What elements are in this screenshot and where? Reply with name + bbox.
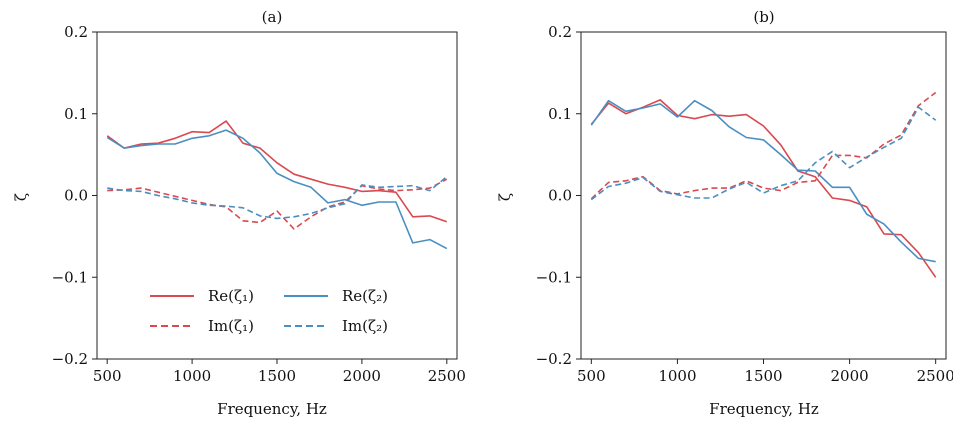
legend-label-im2: Im(ζ₂) — [342, 317, 388, 335]
panel-b-ytick-label: −0.1 — [536, 268, 572, 286]
panel-b-xtick-label: 500 — [577, 367, 606, 385]
panel-b-xlabel: Frequency, Hz — [709, 400, 819, 418]
panel-b-xtick-label: 1500 — [744, 367, 782, 385]
panel-b-ytick-label: 0.2 — [548, 23, 572, 41]
panel-b: (b) Frequency, Hz ζ 500 1000 1500 2000 2500 −… — [496, 8, 953, 418]
panel-a-ytick-label: −0.2 — [52, 350, 88, 368]
panel-b-frame — [580, 31, 947, 360]
panel-b-xtick-label: 2500 — [917, 367, 953, 385]
panel-b-plot-area: 500 1000 1500 2000 2500 −0.2 −0.1 0.0 0.1 0.2 — [536, 23, 953, 385]
legend: Re(ζ₁) Re(ζ₂) Im(ζ₁) Im(ζ₂) — [150, 287, 388, 335]
panel-a: (a) Frequency, Hz ζ 500 1000 1500 2000 2500 −… — [12, 8, 466, 418]
panel-a-ytick-label: 0.0 — [64, 187, 88, 205]
panel-a-ytick-label: −0.1 — [52, 268, 88, 286]
panel-b-ytick-label: −0.2 — [536, 350, 572, 368]
panel-b-xtick-label: 2000 — [830, 367, 868, 385]
panel-a-series-im1-line — [107, 178, 448, 230]
panel-b-title: (b) — [753, 8, 774, 26]
panel-b-series-im2-line — [590, 106, 937, 201]
panel-a-series-re1-line — [106, 120, 448, 223]
panel-b-ylabel: ζ — [496, 193, 514, 201]
panel-a-title: (a) — [262, 8, 283, 26]
panel-a-xtick-label: 2500 — [428, 367, 466, 385]
panel-a-frame — [96, 31, 458, 360]
panel-a-xtick-label: 2000 — [343, 367, 381, 385]
panel-b-series-re1-line — [590, 99, 937, 278]
panel-a-series-re2-line — [106, 129, 448, 250]
panel-a-xtick-label: 1000 — [173, 367, 211, 385]
panel-a-plot-area: 500 1000 1500 2000 2500 −0.2 −0.1 0.0 0.1 0.2 — [52, 23, 466, 385]
legend-label-re2: Re(ζ₂) — [342, 287, 388, 305]
panel-a-xlabel: Frequency, Hz — [217, 400, 327, 418]
panel-a-ylabel: ζ — [12, 193, 30, 201]
panel-b-xtick-label: 1000 — [658, 367, 696, 385]
legend-label-re1: Re(ζ₁) — [208, 287, 254, 305]
panel-a-ytick-label: 0.2 — [64, 23, 88, 41]
panel-b-ytick-label: 0.0 — [548, 187, 572, 205]
panel-b-series-re2-line — [590, 99, 936, 263]
panel-a-ytick-label: 0.1 — [64, 105, 88, 123]
legend-label-im1: Im(ζ₁) — [208, 317, 254, 335]
panel-a-series-im2-line — [107, 176, 448, 220]
panel-a-xtick-label: 1500 — [258, 367, 296, 385]
panel-a-xtick-label: 500 — [93, 367, 122, 385]
panel-b-ytick-label: 0.1 — [548, 105, 572, 123]
